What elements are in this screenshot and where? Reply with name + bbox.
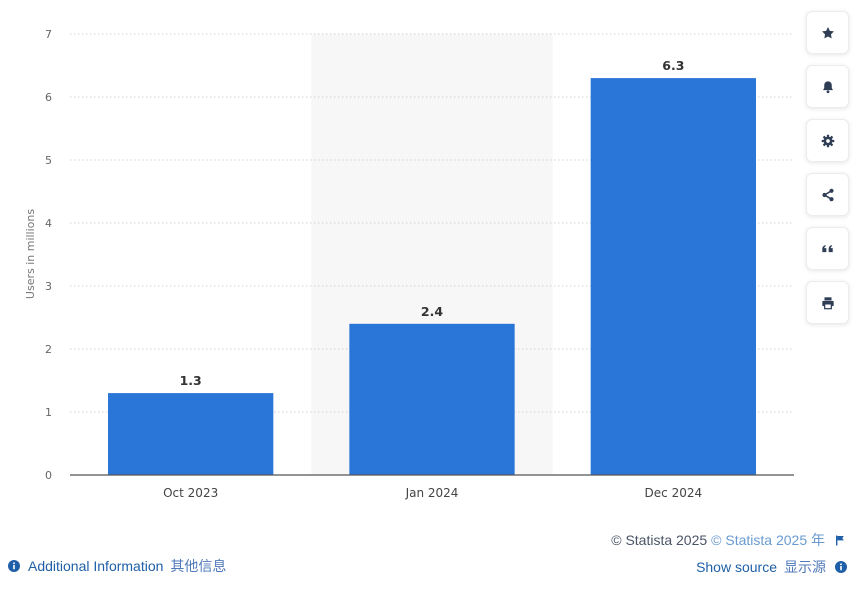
copyright-link[interactable]: © Statista 2025 年 [711, 532, 825, 548]
info-icon [835, 561, 847, 573]
y-tick-label: 3 [45, 280, 52, 293]
flag-icon[interactable] [835, 535, 845, 546]
data-label: 2.4 [421, 304, 443, 319]
quote-icon [821, 244, 833, 252]
settings-button[interactable] [806, 119, 849, 162]
gear-icon [821, 134, 834, 147]
copyright-text: © Statista 2025 [611, 532, 708, 548]
x-tick-label: Oct 2023 [163, 486, 218, 500]
bar[interactable] [349, 323, 515, 475]
additional-info-label-cn: 其他信息 [170, 558, 227, 574]
y-tick-label: 2 [45, 343, 52, 356]
x-tick-label: Dec 2024 [645, 486, 703, 500]
y-tick-label: 7 [45, 28, 52, 41]
additional-info-link[interactable]: Additional Information 其他信息 [8, 556, 226, 576]
data-label: 6.3 [662, 58, 684, 73]
chart-toolbar [806, 11, 849, 335]
share-icon [821, 188, 834, 201]
y-axis-title: Users in millions [24, 209, 37, 299]
print-button[interactable] [806, 281, 849, 324]
bar[interactable] [590, 78, 756, 475]
x-tick-label: Jan 2024 [405, 486, 459, 500]
bell-icon [822, 80, 833, 93]
show-source-link[interactable]: Show source 显示源 [696, 557, 847, 577]
bar[interactable] [108, 393, 274, 475]
cite-button[interactable] [806, 227, 849, 270]
additional-info-label: Additional Information [28, 558, 164, 574]
favorite-button[interactable] [806, 11, 849, 54]
y-tick-label: 5 [45, 154, 52, 167]
y-tick-label: 0 [45, 469, 52, 482]
info-icon [8, 560, 20, 572]
share-button[interactable] [806, 173, 849, 216]
data-label: 1.3 [180, 373, 202, 388]
printer-icon [821, 296, 834, 309]
y-tick-label: 6 [45, 91, 52, 104]
show-source-label: Show source [696, 559, 777, 575]
notify-button[interactable] [806, 65, 849, 108]
show-source-label-cn: 显示源 [784, 559, 826, 575]
y-tick-label: 1 [45, 406, 52, 419]
copyright-line: © Statista 2025 © Statista 2025 年 [611, 530, 845, 550]
y-tick-label: 4 [45, 217, 52, 230]
star-icon [821, 26, 834, 38]
